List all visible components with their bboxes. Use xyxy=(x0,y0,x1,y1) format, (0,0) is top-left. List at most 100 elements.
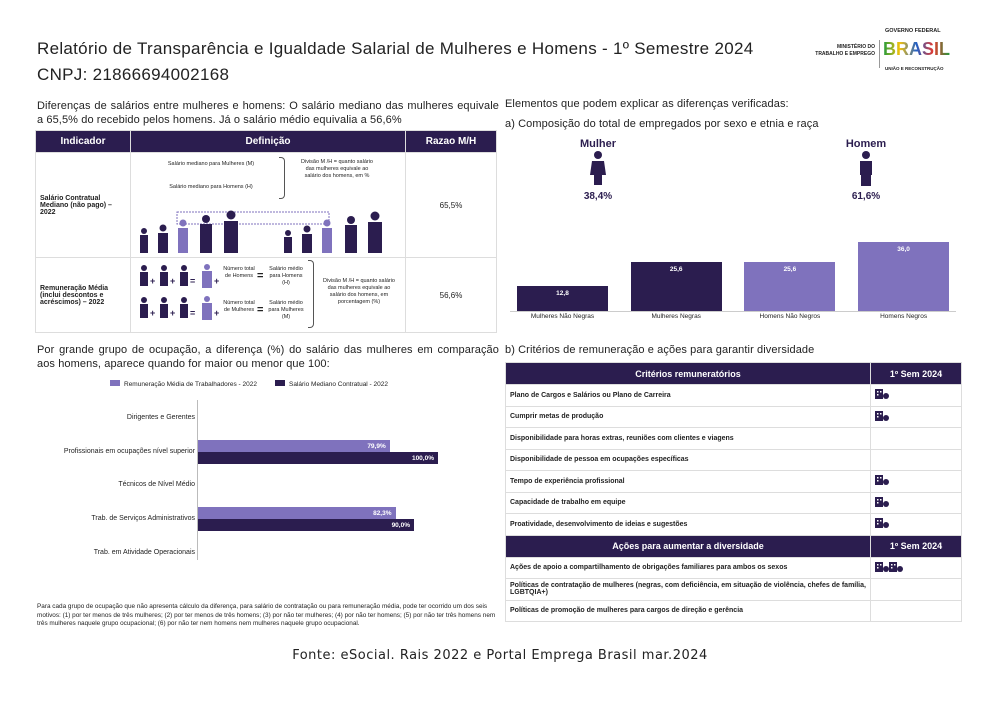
criterion-label: Proatividade, desenvolvimento de ideias … xyxy=(505,513,871,536)
criterion-mark xyxy=(870,599,962,622)
composition-bar xyxy=(630,261,722,311)
company-icon xyxy=(875,389,889,400)
criterion-label: Disponibilidade para horas extras, reuni… xyxy=(505,427,871,450)
bar-value-label: 90,0% xyxy=(391,522,410,530)
criterion-mark xyxy=(870,470,962,493)
col-indicador: Indicador xyxy=(35,130,131,153)
footnote: Para cada grupo de ocupação que não apre… xyxy=(37,603,496,627)
occupation-legend: Remuneração Média de Trabalhadores - 202… xyxy=(110,380,388,388)
table-row: Tempo de experiência profissional xyxy=(505,470,962,493)
people-figures-icon xyxy=(140,210,382,253)
table-row: Disponibilidade de pessoa em ocupações e… xyxy=(505,448,962,471)
legend-item: Salário Mediano Contratual - 2022 xyxy=(274,380,388,388)
woman-icon xyxy=(590,151,606,185)
criterion-label: Políticas de promoção de mulheres para c… xyxy=(505,599,871,622)
table-row: Políticas de contratação de mulheres (ne… xyxy=(505,578,962,601)
table-row: Capacidade de trabalho em equipe xyxy=(505,491,962,514)
criterion-mark xyxy=(870,405,962,428)
table-row: Cumprir metas de produção xyxy=(505,405,962,428)
svg-text:+: + xyxy=(214,276,219,286)
company-icon xyxy=(875,410,889,421)
occupation-intro: Por grande grupo de ocupação, a diferenç… xyxy=(37,344,499,370)
table-row: Salário Contratual Mediano (não pago) – … xyxy=(35,152,497,258)
bar-value-label: 12,8 xyxy=(556,290,569,298)
criterios-header: Critérios remuneratórios xyxy=(505,362,871,385)
company-icon xyxy=(875,496,889,507)
criterion-label: Capacidade de trabalho em equipe xyxy=(505,491,871,514)
criterion-mark xyxy=(870,513,962,536)
bar-category-label: Homens Negros xyxy=(880,313,928,320)
legend-item: Remuneração Média de Trabalhadores - 202… xyxy=(110,380,257,388)
indicator-table: Indicador Definição Razao M/H Salário Cont… xyxy=(35,130,497,333)
table-row: Plano de Cargos e Salários ou Plano de C… xyxy=(505,384,962,407)
occupation-category: Profissionais em ocupações nível superio… xyxy=(63,447,195,455)
occupation-category: Técnicos de Nível Médio xyxy=(118,481,195,489)
bar-category-label: Mulheres Negras xyxy=(651,313,701,320)
acoes-header: Ações para aumentar a diversidade xyxy=(505,534,871,558)
composition-bar xyxy=(517,286,608,311)
company-icon xyxy=(875,475,889,486)
svg-text:+: + xyxy=(170,276,175,286)
occupation-category: Trab. de Serviços Administrativos xyxy=(91,515,195,523)
criterion-label: Plano de Cargos e Salários ou Plano de C… xyxy=(505,384,871,407)
homem-stat: Homem 61,6% xyxy=(845,138,887,202)
company-icon xyxy=(875,561,889,572)
col-definicao: Definição xyxy=(130,130,406,153)
bar-category-label: Mulheres Não Negras xyxy=(530,313,595,320)
mulher-stat: Mulher 38,4% xyxy=(579,138,617,202)
report-title: Relatório de Transparência e Igualdade S… xyxy=(37,36,753,88)
section-a-title: a) Composição do total de empregados por… xyxy=(505,118,819,130)
table-row: Disponibilidade para horas extras, reuni… xyxy=(505,427,962,450)
ratio-median: 65,5% xyxy=(405,152,497,258)
definition-average: + + = + + + = + Número total de Homens = Salári… xyxy=(130,257,406,333)
criterios-period: 1º Sem 2024 xyxy=(870,362,962,385)
svg-text:=: = xyxy=(190,276,195,286)
salary-difference-intro: Diferenças de salários entre mulheres e … xyxy=(37,100,499,126)
criterion-label: Ações de apoio a compartilhamento de obr… xyxy=(505,556,871,579)
bar-category-label: Homens Não Negros xyxy=(759,313,821,320)
section-b-title: b) Critérios de remuneração e ações para… xyxy=(505,344,815,356)
acoes-period: 1º Sem 2024 xyxy=(870,534,962,558)
occupation-category: Dirigentes e Gerentes xyxy=(126,414,195,421)
criterion-mark xyxy=(870,427,962,450)
people-sum-icon: + + = + + + = + xyxy=(140,264,219,320)
source-note: Fonte: eSocial. Rais 2022 e Portal Empre… xyxy=(292,648,708,663)
occupation-bar xyxy=(198,519,414,532)
bar-value-label: 79,9% xyxy=(367,442,386,450)
svg-text:+: + xyxy=(214,308,219,318)
composition-bar xyxy=(858,242,950,311)
col-razao: Razao M/H xyxy=(405,130,497,153)
svg-text:+: + xyxy=(170,308,175,318)
occupation-bar xyxy=(198,439,390,452)
criterion-mark xyxy=(870,384,962,407)
bar-value-label: 36,0 xyxy=(897,246,910,253)
criterion-mark xyxy=(870,578,962,601)
bar-value-label: 82,3% xyxy=(373,510,392,518)
criterion-mark xyxy=(870,491,962,514)
criterion-mark xyxy=(870,556,962,579)
government-logo: MINISTÉRIO DO TRABALHO E EMPREGO GOVERNO… xyxy=(815,28,950,71)
table-row: Proatividade, desenvolvimento de ideias … xyxy=(505,513,962,536)
criterion-label: Tempo de experiência profissional xyxy=(505,470,871,493)
svg-text:=: = xyxy=(190,308,195,318)
criterion-label: Disponibilidade de pessoa em ocupações e… xyxy=(505,448,871,471)
occupation-bar xyxy=(198,507,396,520)
cnpj: CNPJ: 21866694002168 xyxy=(37,65,230,84)
table-row: Remuneração Média (inclui descontos e ac… xyxy=(35,257,497,333)
composition-bar xyxy=(744,261,836,311)
table-row: Ações de apoio a compartilhamento de obr… xyxy=(505,556,962,579)
bar-value-label: 25,6 xyxy=(669,265,683,273)
occupation-bar xyxy=(198,451,438,464)
criterion-mark xyxy=(870,448,962,471)
svg-text:+: + xyxy=(150,308,155,318)
company-icon xyxy=(889,561,903,572)
bar-value-label: 100,0% xyxy=(411,454,434,462)
definition-median: Salário mediano para Mulheres (M) Salári… xyxy=(130,152,406,258)
ratio-average: 56,6% xyxy=(405,257,497,333)
company-icon xyxy=(875,518,889,529)
criterion-label: Cumprir metas de produção xyxy=(505,405,871,428)
criterion-label: Políticas de contratação de mulheres (ne… xyxy=(505,578,871,601)
elements-intro: Elementos que podem explicar as diferenç… xyxy=(505,98,789,110)
svg-text:+: + xyxy=(150,276,155,286)
bar-value-label: 25,6 xyxy=(783,265,797,273)
